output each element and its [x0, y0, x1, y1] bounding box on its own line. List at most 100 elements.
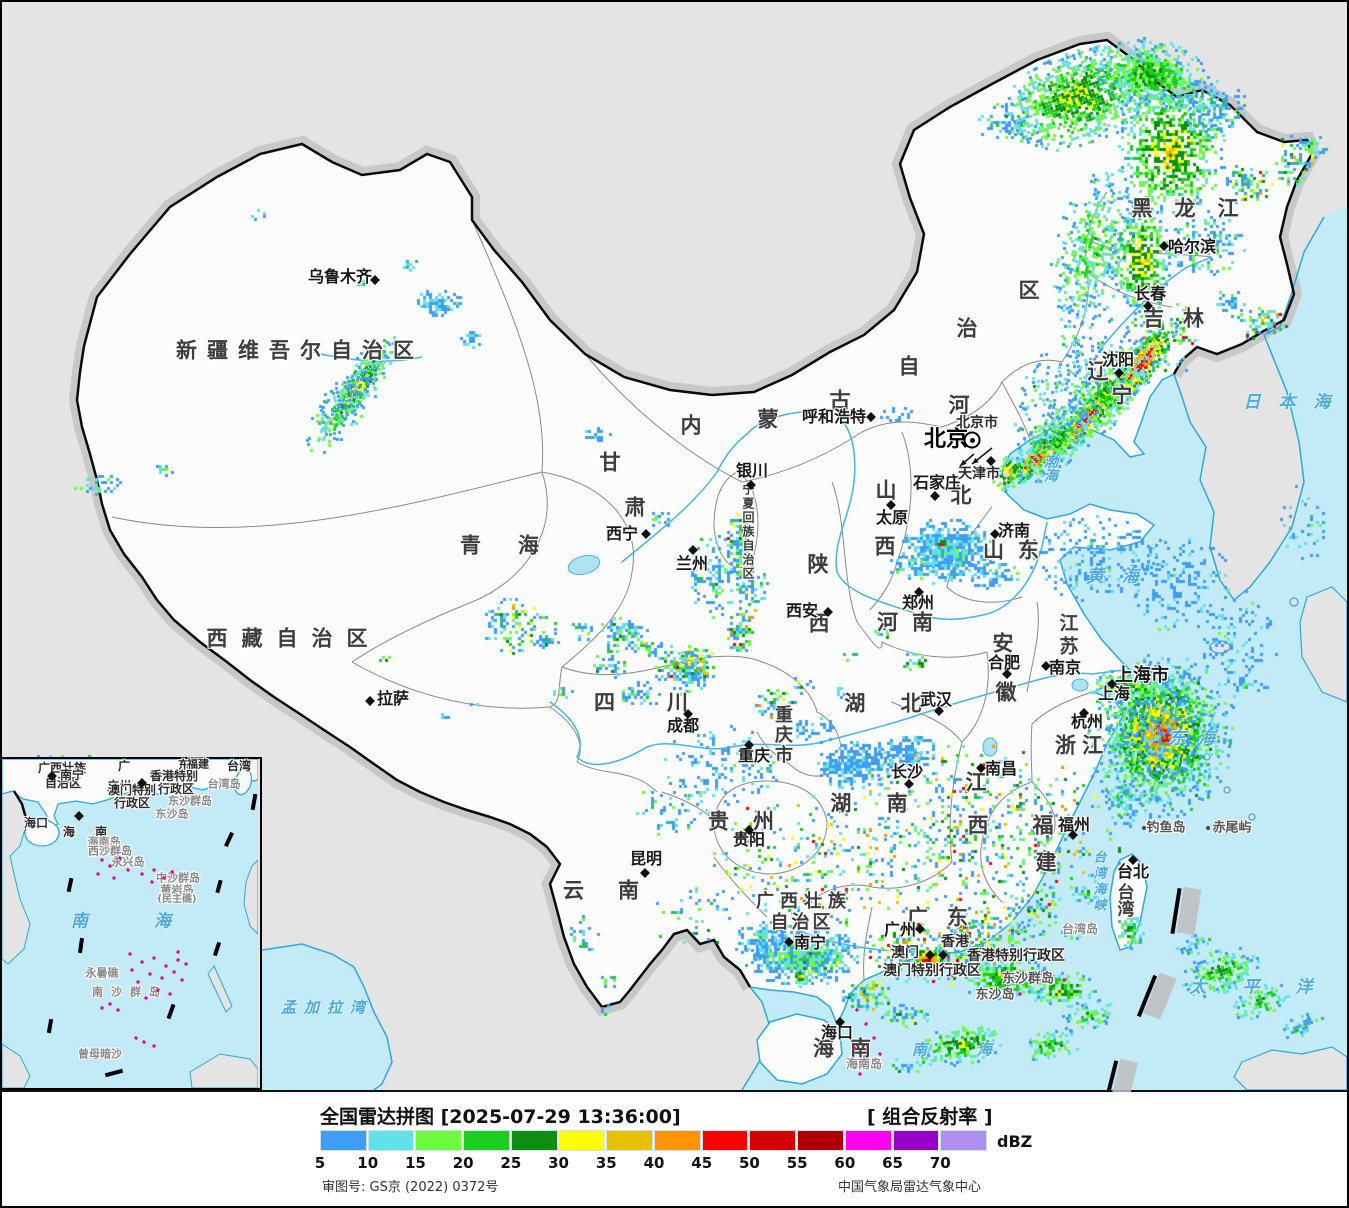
label-yinchuan: 银川	[735, 461, 769, 480]
inset-label-minzhu: (民主礁)	[157, 894, 197, 905]
label-xinjiang: 新疆维吾尔自治区	[176, 338, 424, 363]
label-kunming: 昆明	[629, 849, 663, 868]
radar-map: 新疆维吾尔自治区 西藏自治区 青海甘肃内蒙古自治区宁夏回族自治区陕西山西河北山东 河南…	[2, 2, 1349, 1114]
colorbar-segment-25	[510, 1130, 558, 1151]
label-ningxia: 宁夏回族自治区	[741, 483, 755, 581]
nine-dash-segment	[212, 941, 222, 957]
label-jiangxi-2: 西	[967, 813, 989, 838]
agency-credit: 中国气象局雷达气象中心	[838, 1180, 982, 1195]
callout-arrow	[959, 453, 975, 467]
map-title: 全国雷达拼图 [2025-07-29 13:36:00]	[320, 1106, 681, 1128]
label-chongqing-city: 重庆	[737, 746, 771, 765]
label-gansu-1: 甘	[599, 450, 621, 475]
nine-dash-segment	[77, 937, 85, 954]
label-hefei: 合肥	[987, 653, 1021, 672]
island-mark	[164, 964, 168, 968]
city-marker	[365, 696, 375, 706]
label-changsha: 长沙	[890, 762, 924, 781]
label-hunan: 湖 南	[830, 791, 922, 816]
island-mark	[160, 976, 164, 980]
label-neimenggu-6: 区	[1018, 278, 1040, 303]
colorbar-segment-70	[940, 1130, 988, 1151]
inset-label-guangdong-2: 东	[177, 758, 191, 772]
scale-tick: 70	[929, 1154, 951, 1172]
inset-label-zhongsha: 中沙群岛	[156, 871, 200, 885]
island-mark	[126, 868, 130, 872]
island-mark	[134, 1036, 138, 1040]
scale-tick: 10	[357, 1154, 379, 1172]
scale-tick: 50	[738, 1154, 760, 1172]
scale-tick: 45	[691, 1154, 713, 1172]
inset-label-guangdong-1: 广	[117, 759, 131, 773]
label-pacific: 太平洋	[1189, 977, 1349, 998]
colorbar-segment-55	[797, 1130, 844, 1151]
city-marker	[1206, 826, 1210, 830]
label-yunnan: 云南	[563, 878, 673, 903]
label-guiyang: 贵阳	[732, 830, 766, 849]
label-guangzhou: 广州	[883, 920, 917, 939]
label-neimenggu-4: 自	[898, 354, 920, 379]
label-jinan: 济南	[997, 521, 1031, 540]
nine-dash-segment	[66, 877, 74, 893]
island-mark	[152, 1044, 156, 1048]
inset-label-yongshu: 永暑礁	[85, 966, 119, 980]
label-hangzhou: 杭州	[1070, 712, 1104, 731]
label-guangdong: 广东	[907, 905, 987, 930]
city-marker	[866, 412, 876, 422]
city-marker	[925, 950, 935, 960]
label-neimenggu-3: 古	[829, 388, 851, 413]
colorbar-segment-65	[892, 1130, 940, 1151]
island-mark	[100, 858, 104, 862]
label-nanjing: 南京	[1048, 658, 1082, 677]
island-mark	[168, 992, 172, 996]
inset-label-hk-2: 行政区	[157, 782, 195, 796]
scale-tick: 15	[404, 1154, 426, 1172]
label-urumqi: 乌鲁木齐	[307, 267, 373, 286]
label-east-china-sea: 东海	[1169, 728, 1227, 749]
scale-tick: 20	[452, 1154, 474, 1172]
inset-label-nanning: 南宁	[59, 768, 85, 782]
inset-label-taiwan: 台湾	[226, 759, 252, 773]
inset-label-zengmu: 曾母暗沙	[78, 1047, 122, 1061]
label-shijiazhuang: 石家庄	[912, 473, 962, 492]
city-marker	[1142, 826, 1146, 830]
island-mark	[864, 1022, 868, 1026]
colorbar-segment-60	[844, 1130, 892, 1151]
label-gansu-2: 肃	[624, 495, 646, 520]
label-hubei: 湖 北	[844, 691, 936, 716]
nine-dash-segment	[166, 1003, 176, 1020]
island-mark	[108, 1002, 112, 1006]
inset-label-huangyan: 黄岩岛	[160, 883, 194, 897]
city-marker	[930, 491, 940, 501]
label-wuhan: 武汉	[919, 690, 953, 709]
map-label-layer: 新疆维吾尔自治区 西藏自治区 青海甘肃内蒙古自治区宁夏回族自治区陕西山西河北山东 河南…	[2, 2, 1349, 1114]
inset-label-hk-1: 香港特别	[149, 769, 199, 783]
island-mark	[152, 956, 156, 960]
unit-label: dBZ	[997, 1132, 1033, 1151]
label-fuzhou: 福州	[1057, 815, 1091, 834]
scale-tick: 65	[882, 1154, 903, 1172]
label-changchun: 长春	[1133, 284, 1167, 303]
label-taiwan: 台湾	[1113, 883, 1134, 917]
colorbar-ticks: 5 10 15 20 25 30 35 40 45 50 55 60 65 70	[2, 1154, 1347, 1174]
nine-dash-segment	[215, 879, 223, 894]
label-neimenggu-2: 蒙	[757, 407, 779, 432]
label-xining: 西宁	[605, 524, 639, 543]
label-taiwan-strait: 台湾海峡	[1090, 850, 1106, 914]
capital-marker	[963, 431, 981, 449]
label-zhejiang: 浙江	[1055, 733, 1109, 758]
callout-arrow	[971, 447, 993, 465]
label-chongqing: 重庆市	[772, 705, 793, 765]
label-hebei-1: 河	[948, 393, 970, 418]
nine-dash-segment	[104, 1068, 124, 1078]
label-shanxi-1: 山	[875, 478, 897, 503]
colorbar-segment-35	[606, 1130, 654, 1151]
label-jiangxi-1: 江	[965, 770, 987, 795]
island-mark	[130, 968, 134, 972]
island-mark	[1062, 978, 1066, 982]
label-bay-of-bengal: 孟加拉湾	[280, 998, 374, 1017]
scale-tick: 25	[500, 1154, 522, 1172]
inset-label-dongsha-dao: 东沙岛	[155, 807, 189, 821]
label-shanghai-shi: 上海市	[1115, 665, 1169, 686]
island-mark	[112, 876, 116, 880]
